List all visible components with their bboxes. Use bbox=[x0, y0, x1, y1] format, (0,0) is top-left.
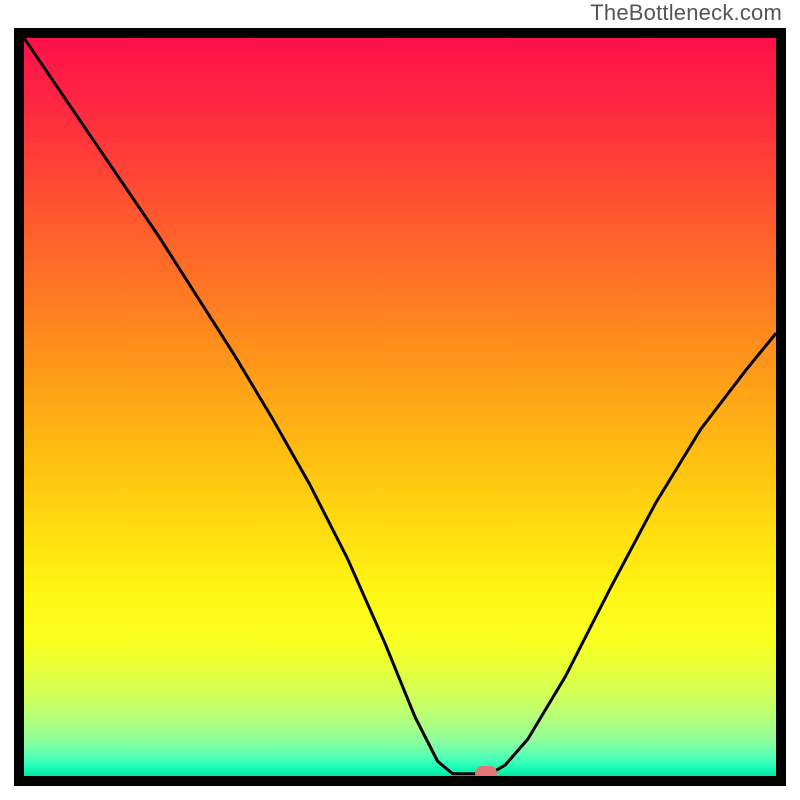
watermark-text: TheBottleneck.com bbox=[590, 0, 782, 26]
chart-container: TheBottleneck.com bbox=[0, 0, 800, 800]
bottleneck-curve bbox=[24, 38, 776, 774]
plot-frame bbox=[14, 28, 786, 786]
plot-area bbox=[24, 38, 776, 776]
minimum-marker bbox=[475, 766, 497, 776]
curve-svg bbox=[24, 38, 776, 776]
